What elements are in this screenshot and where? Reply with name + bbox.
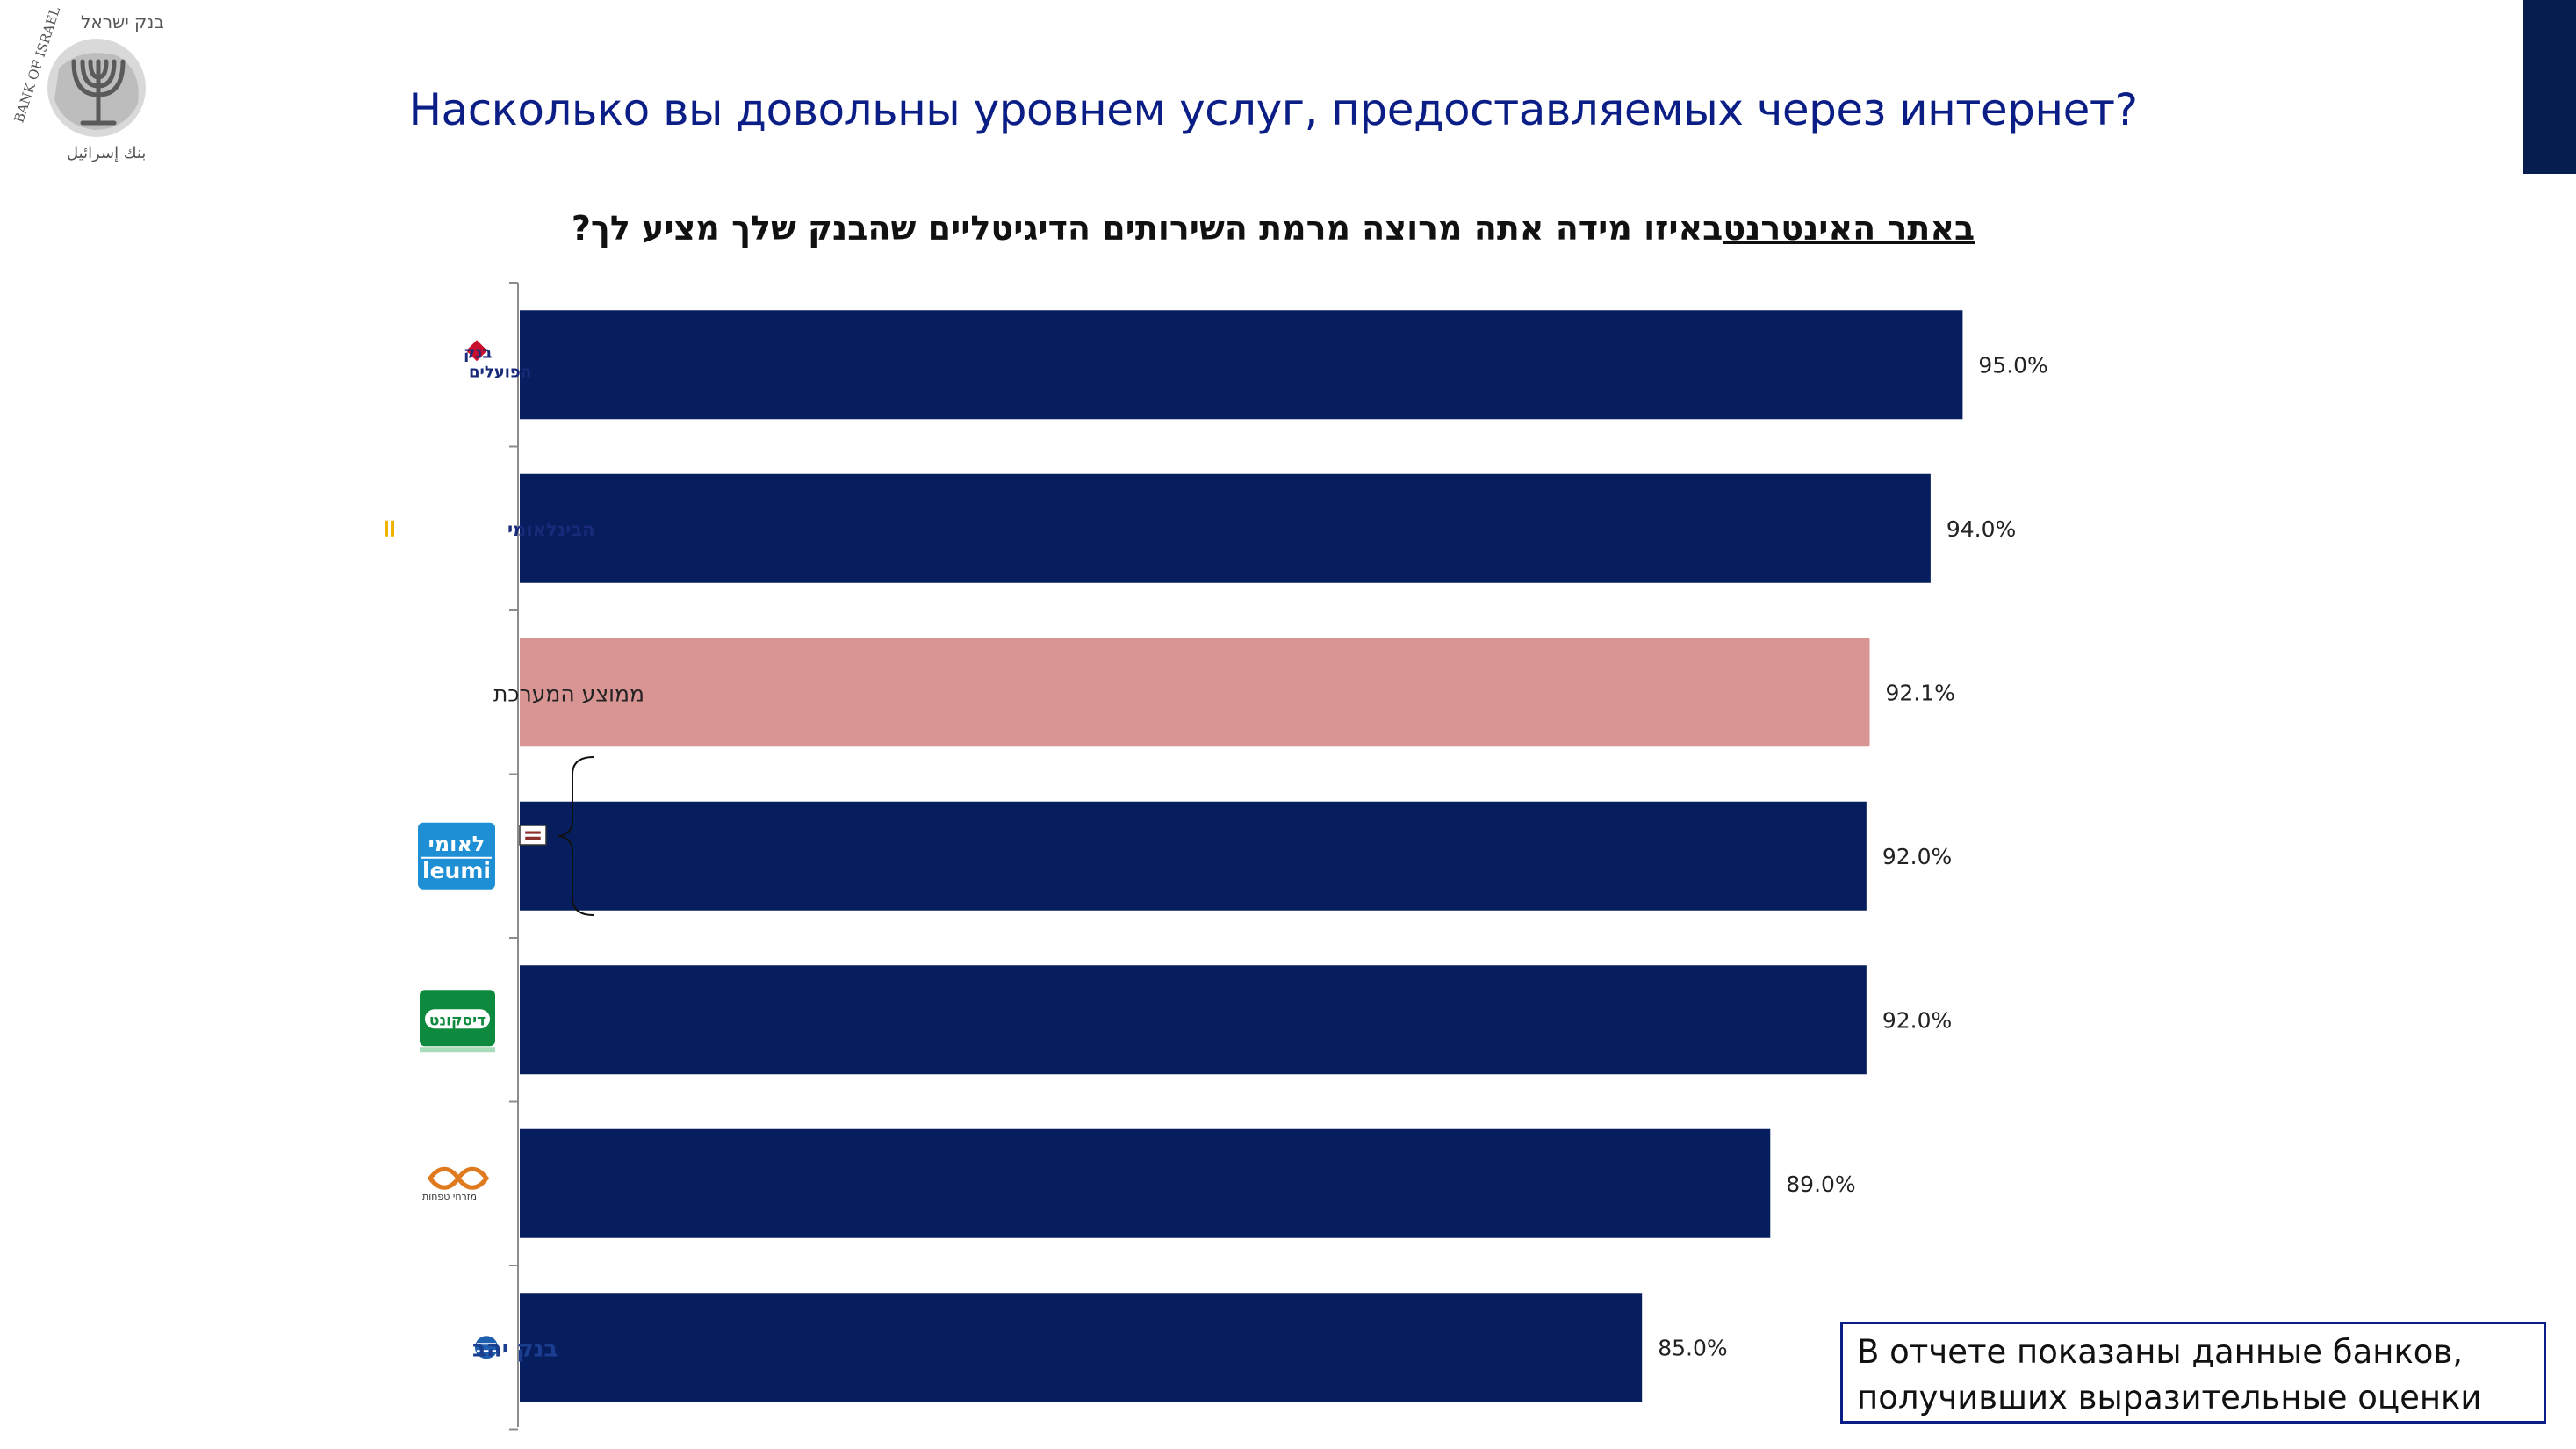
subtitle-question-mark: ? bbox=[571, 209, 591, 248]
svg-text:ממוצע המערכת: ממוצע המערכת bbox=[493, 681, 644, 706]
svg-text:בנק יהב: בנק יהב bbox=[472, 1336, 558, 1362]
value-label: 95.0% bbox=[1978, 352, 2047, 378]
subtitle-underlined: באתר האינטרנט bbox=[1723, 209, 1975, 248]
bar bbox=[520, 473, 1931, 583]
equal-marker-sign: = bbox=[522, 820, 543, 849]
bar bbox=[520, 801, 1867, 911]
category-label: ממוצע המערכת bbox=[493, 681, 644, 706]
equal-marker-group: = bbox=[519, 756, 594, 916]
bar bbox=[520, 1293, 1643, 1402]
bank-of-israel-logo: BANK OF ISRAEL בנק ישראל بنك إسرائيل bbox=[11, 7, 164, 162]
bar bbox=[520, 638, 1870, 747]
svg-text:דיסקונט: דיסקונט bbox=[429, 1012, 486, 1029]
note-line-2: получивших выразительные оценки bbox=[1857, 1379, 2482, 1417]
value-label: 85.0% bbox=[1658, 1335, 1727, 1360]
bar bbox=[520, 310, 1963, 420]
svg-text:מזרחי טפחות: מזרחי טפחות bbox=[422, 1191, 477, 1202]
international-bank-logo: הבינלאומי bbox=[385, 519, 595, 540]
value-label: 92.0% bbox=[1882, 844, 1952, 869]
yahav-logo: בנק יהב bbox=[472, 1336, 558, 1362]
value-labels: 95.0% 94.0% 92.1% 92.0% 92.0% 89.0% 85.0% bbox=[1658, 352, 2048, 1360]
logo-hebrew-text: בנק ישראל bbox=[81, 11, 164, 32]
mizrahi-tefahot-logo: מזרחי טפחות bbox=[422, 1166, 490, 1202]
bars bbox=[520, 310, 1963, 1402]
bracket bbox=[558, 756, 594, 916]
svg-text:בנק: בנק bbox=[464, 343, 492, 362]
value-label: 92.1% bbox=[1885, 680, 1954, 705]
note-box: В отчете показаны данные банков, получив… bbox=[1840, 1322, 2546, 1424]
svg-text:הפועלים: הפועלים bbox=[469, 363, 531, 381]
bar bbox=[520, 965, 1867, 1075]
logo-arabic-text: بنك إسرائيل bbox=[67, 144, 146, 162]
svg-text:לאומי: לאומי bbox=[428, 832, 486, 856]
svg-text:leumi: leumi bbox=[422, 858, 491, 883]
bar bbox=[520, 1128, 1771, 1238]
note-line-1: В отчете показаны данные банков, bbox=[1857, 1333, 2464, 1371]
subtitle-text: באיזו מידה אתה מרוצה מרמת השירותים הדיגי… bbox=[590, 209, 1723, 248]
page-title: Насколько вы довольны уровнем услуг, пре… bbox=[408, 84, 2138, 135]
corner-tab bbox=[2523, 0, 2576, 174]
y-axis-ticks bbox=[509, 282, 518, 1431]
chart-subtitle: ? באתר האינטרנטבאיזו מידה אתה מרוצה מרמת … bbox=[0, 209, 2546, 248]
discount-logo: דיסקונט bbox=[420, 990, 495, 1053]
value-label: 89.0% bbox=[1786, 1171, 1855, 1197]
svg-text:הבינלאומי: הבינלאומי bbox=[507, 519, 595, 540]
value-label: 92.0% bbox=[1882, 1007, 1952, 1033]
value-label: 94.0% bbox=[1946, 516, 2016, 542]
equal-marker-box bbox=[519, 825, 547, 846]
